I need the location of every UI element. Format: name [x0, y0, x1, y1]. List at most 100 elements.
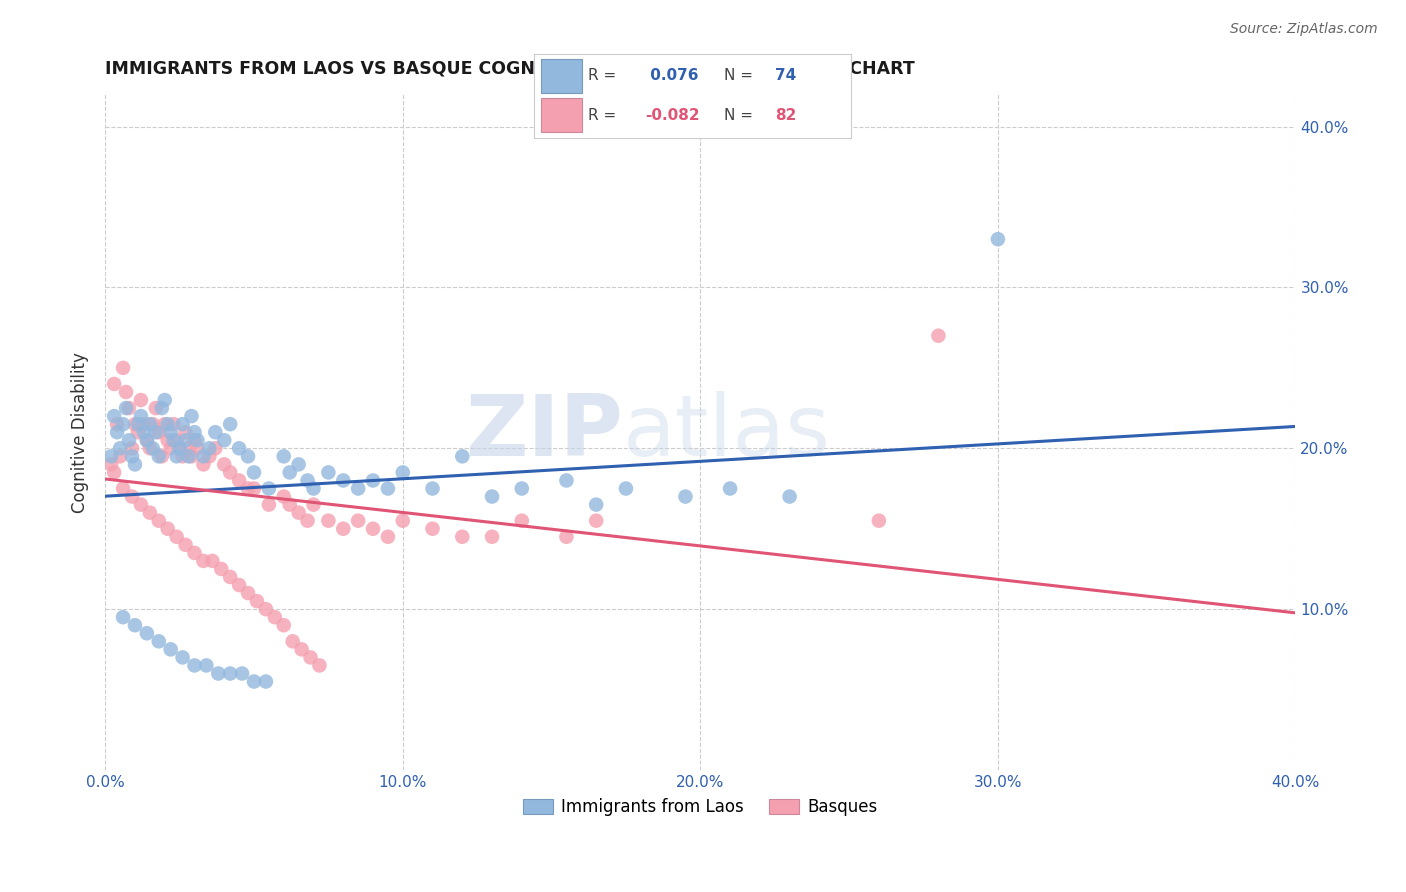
- Point: [148, 514, 170, 528]
- Point: [135, 434, 157, 448]
- Point: [718, 482, 741, 496]
- Point: [297, 514, 319, 528]
- Point: [103, 376, 125, 391]
- Point: [183, 434, 205, 448]
- Point: [132, 417, 155, 432]
- Point: [180, 450, 202, 464]
- Point: [204, 442, 226, 456]
- Point: [212, 434, 235, 448]
- Point: [148, 634, 170, 648]
- Point: [103, 409, 125, 424]
- Point: [361, 522, 384, 536]
- Point: [166, 450, 188, 464]
- Point: [257, 498, 280, 512]
- Point: [193, 554, 215, 568]
- Point: [153, 392, 176, 407]
- Point: [318, 466, 340, 480]
- Text: R =: R =: [588, 68, 621, 83]
- Point: [193, 458, 215, 472]
- Text: 74: 74: [775, 68, 796, 83]
- Point: [868, 514, 890, 528]
- Point: [124, 618, 146, 632]
- Point: [236, 450, 259, 464]
- Text: Source: ZipAtlas.com: Source: ZipAtlas.com: [1230, 22, 1378, 37]
- Point: [148, 425, 170, 440]
- Point: [139, 506, 162, 520]
- Point: [243, 466, 266, 480]
- Point: [219, 417, 242, 432]
- Point: [236, 586, 259, 600]
- Point: [287, 458, 309, 472]
- Point: [422, 522, 444, 536]
- Point: [145, 425, 167, 440]
- Point: [585, 498, 607, 512]
- Point: [118, 434, 141, 448]
- Point: [302, 498, 325, 512]
- Point: [212, 458, 235, 472]
- Point: [347, 482, 370, 496]
- Point: [118, 401, 141, 415]
- FancyBboxPatch shape: [540, 59, 582, 93]
- Point: [377, 482, 399, 496]
- Point: [193, 450, 215, 464]
- Point: [177, 442, 200, 456]
- Point: [243, 674, 266, 689]
- Point: [174, 425, 197, 440]
- Point: [129, 498, 152, 512]
- Point: [174, 538, 197, 552]
- Point: [195, 658, 218, 673]
- Point: [510, 482, 533, 496]
- Point: [257, 482, 280, 496]
- Point: [291, 642, 314, 657]
- Text: 82: 82: [775, 108, 796, 123]
- Point: [166, 434, 188, 448]
- Point: [163, 434, 186, 448]
- Point: [779, 490, 801, 504]
- Point: [105, 417, 128, 432]
- Point: [121, 490, 143, 504]
- Point: [451, 530, 474, 544]
- Point: [254, 674, 277, 689]
- Point: [332, 474, 354, 488]
- Point: [614, 482, 637, 496]
- Point: [186, 442, 208, 456]
- Point: [308, 658, 330, 673]
- Point: [129, 392, 152, 407]
- Point: [100, 450, 122, 464]
- Point: [207, 666, 229, 681]
- FancyBboxPatch shape: [540, 98, 582, 132]
- Point: [145, 401, 167, 415]
- Point: [273, 450, 295, 464]
- Text: -0.082: -0.082: [645, 108, 700, 123]
- Point: [236, 482, 259, 496]
- Point: [228, 578, 250, 592]
- Point: [228, 474, 250, 488]
- Point: [103, 466, 125, 480]
- Point: [278, 466, 301, 480]
- Point: [169, 442, 191, 456]
- Point: [481, 530, 503, 544]
- Point: [159, 642, 181, 657]
- Point: [124, 458, 146, 472]
- Point: [112, 482, 135, 496]
- Point: [115, 384, 138, 399]
- Point: [391, 514, 413, 528]
- Point: [186, 434, 208, 448]
- Point: [100, 458, 122, 472]
- Text: atlas: atlas: [623, 391, 831, 474]
- Point: [142, 442, 165, 456]
- Point: [156, 417, 179, 432]
- Point: [172, 417, 194, 432]
- Point: [112, 360, 135, 375]
- Point: [299, 650, 322, 665]
- Point: [198, 442, 221, 456]
- Text: 0.076: 0.076: [645, 68, 699, 83]
- Point: [987, 232, 1010, 246]
- Point: [555, 474, 578, 488]
- Point: [451, 450, 474, 464]
- Point: [159, 425, 181, 440]
- Point: [675, 490, 697, 504]
- Point: [139, 442, 162, 456]
- Point: [124, 417, 146, 432]
- Point: [377, 530, 399, 544]
